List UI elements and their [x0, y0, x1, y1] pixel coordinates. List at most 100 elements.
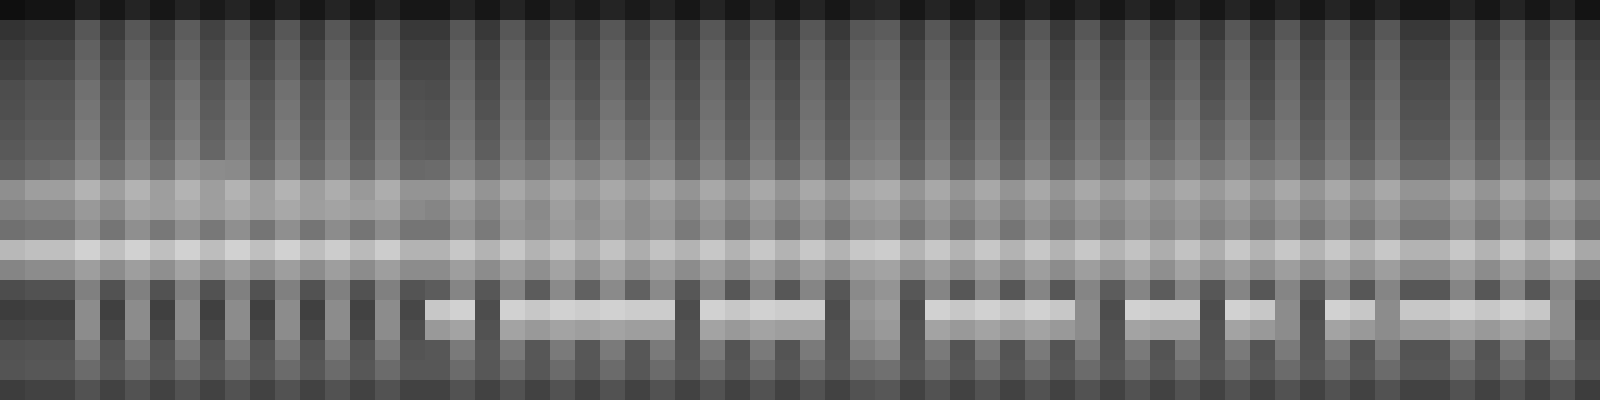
cell	[400, 20, 426, 41]
cell	[500, 100, 526, 121]
cell	[1350, 340, 1376, 361]
cell	[1100, 380, 1126, 400]
cell	[275, 40, 301, 61]
cell	[1250, 300, 1276, 321]
cell	[475, 220, 501, 241]
cell	[1200, 40, 1226, 61]
cell	[750, 360, 776, 381]
cell	[1425, 40, 1451, 61]
cell	[750, 80, 776, 101]
cell	[1500, 60, 1526, 81]
cell	[1075, 280, 1101, 301]
cell	[200, 240, 226, 261]
cell	[1000, 320, 1026, 341]
cell	[1275, 0, 1301, 21]
cell	[1425, 180, 1451, 201]
cell	[125, 120, 151, 141]
cell	[675, 360, 701, 381]
cell	[175, 140, 201, 161]
cell	[825, 300, 851, 321]
cell	[1475, 40, 1501, 61]
cell	[300, 200, 326, 221]
cell	[75, 100, 101, 121]
cell	[1425, 200, 1451, 221]
cell	[1150, 40, 1176, 61]
cell	[200, 0, 226, 21]
cell	[250, 300, 276, 321]
cell	[675, 340, 701, 361]
cell	[675, 60, 701, 81]
cell	[1400, 260, 1426, 281]
cell	[425, 120, 451, 141]
cell	[800, 80, 826, 101]
cell	[150, 20, 176, 41]
cell	[100, 140, 126, 161]
cell	[225, 220, 251, 241]
cell	[1025, 60, 1051, 81]
cell	[125, 180, 151, 201]
cell	[475, 120, 501, 141]
cell	[1550, 340, 1576, 361]
cell	[1400, 280, 1426, 301]
cell	[425, 340, 451, 361]
cell	[500, 60, 526, 81]
cell	[975, 380, 1001, 400]
cell	[925, 380, 951, 400]
cell	[1575, 100, 1600, 121]
cell	[850, 300, 876, 321]
cell	[1500, 180, 1526, 201]
cell	[1175, 240, 1201, 261]
cell	[775, 320, 801, 341]
cell	[775, 240, 801, 261]
cell	[1500, 40, 1526, 61]
cell	[1375, 380, 1401, 400]
cell	[800, 320, 826, 341]
cell	[1550, 40, 1576, 61]
cell	[775, 200, 801, 221]
cell	[700, 280, 726, 301]
cell	[400, 0, 426, 21]
cell	[300, 120, 326, 141]
cell	[975, 0, 1001, 21]
cell	[1525, 300, 1551, 321]
cell	[100, 120, 126, 141]
cell	[1325, 220, 1351, 241]
cell	[200, 360, 226, 381]
cell	[950, 260, 976, 281]
cell	[525, 100, 551, 121]
cell	[1275, 300, 1301, 321]
cell	[875, 240, 901, 261]
cell	[1100, 160, 1126, 181]
cell	[350, 240, 376, 261]
cell	[375, 200, 401, 221]
cell	[300, 380, 326, 400]
cell	[700, 100, 726, 121]
cell	[975, 340, 1001, 361]
cell	[1375, 180, 1401, 201]
cell	[1175, 60, 1201, 81]
cell	[900, 260, 926, 281]
cell	[1525, 120, 1551, 141]
cell	[1250, 140, 1276, 161]
cell	[125, 320, 151, 341]
cell	[550, 160, 576, 181]
cell	[1175, 100, 1201, 121]
cell	[0, 160, 26, 181]
cell	[1575, 140, 1600, 161]
cell	[1075, 260, 1101, 281]
cell	[175, 80, 201, 101]
cell	[275, 200, 301, 221]
cell	[575, 60, 601, 81]
cell	[900, 0, 926, 21]
cell	[925, 220, 951, 241]
cell	[1500, 200, 1526, 221]
cell	[575, 220, 601, 241]
cell	[1300, 300, 1326, 321]
cell	[775, 340, 801, 361]
cell	[475, 100, 501, 121]
cell	[575, 160, 601, 181]
cell	[1175, 20, 1201, 41]
cell	[600, 40, 626, 61]
cell	[425, 80, 451, 101]
cell	[1375, 120, 1401, 141]
